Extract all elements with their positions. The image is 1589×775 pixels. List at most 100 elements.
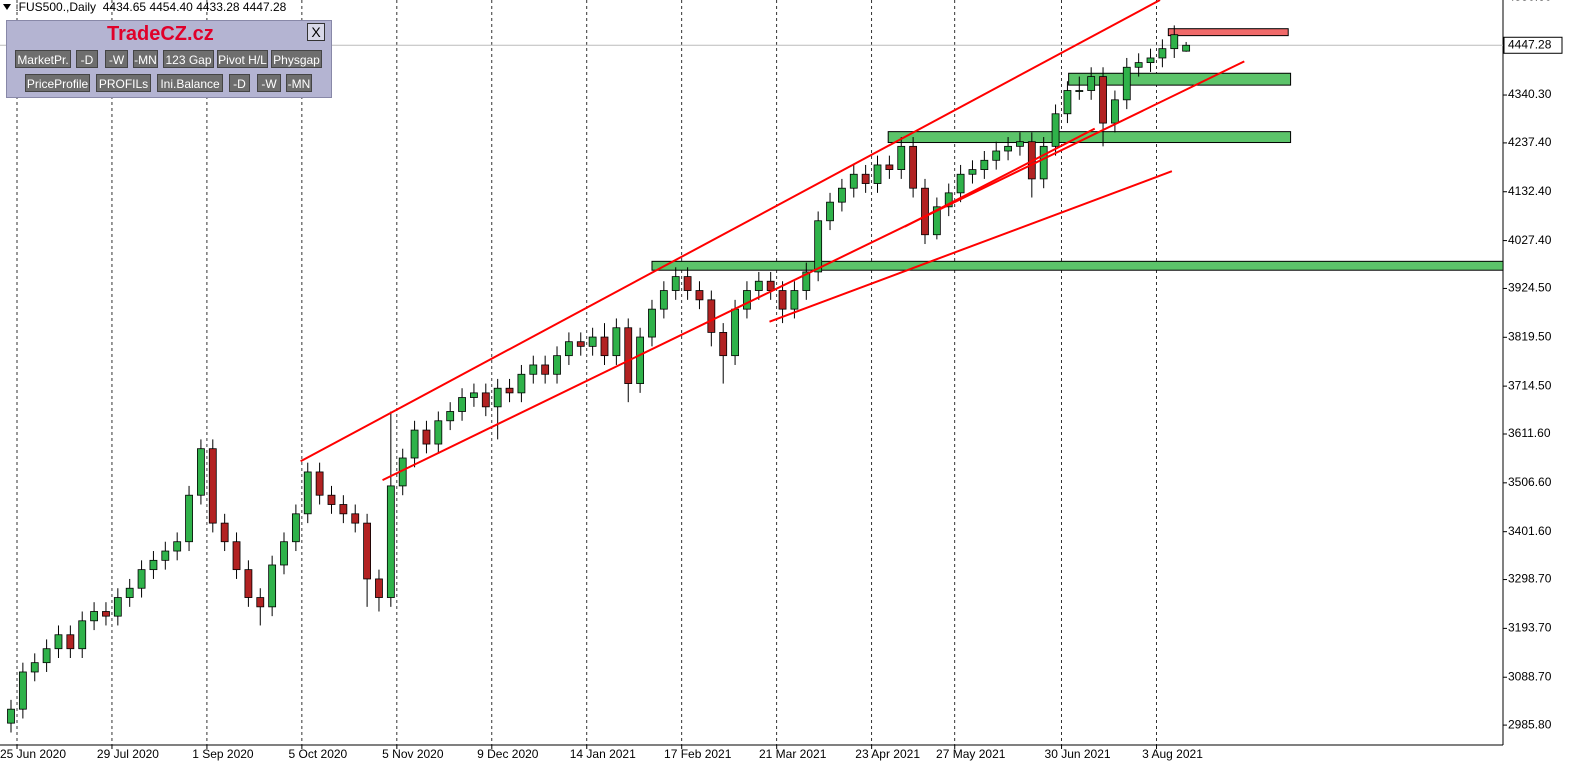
candle-body [1111,99,1119,124]
y-tick-label: 4340.30 [1508,87,1552,101]
x-tick-label: 21 Mar 2021 [759,747,827,761]
x-tick-label: 17 Feb 2021 [664,747,732,761]
candle-body [754,280,763,291]
candle-body [90,611,98,622]
candle-body [197,448,205,496]
candle-body [624,327,633,384]
candle-body [517,373,526,394]
candle-body [161,550,170,561]
candle-body [743,290,751,310]
candle-body [446,411,455,422]
y-tick-label: 3298.70 [1508,572,1552,586]
candle-body [66,634,75,650]
candle-body [1087,76,1096,91]
y-tick-label: 2985.80 [1508,717,1552,731]
tool-panel: TradeCZ.cz X MarketPr. -D -W -MN 123 Gap Pivo… [6,20,332,98]
panel-button[interactable]: -W [257,74,281,92]
candle-body [944,192,953,208]
candle-body [339,504,348,515]
candle-body [303,471,312,515]
candle-body [1122,66,1131,101]
panel-button[interactable]: 123 Gap [163,50,214,68]
candle-body [386,485,395,598]
candle-body [327,494,336,505]
x-tick-label: 30 Jun 2021 [1045,747,1111,761]
candle-body [1063,90,1072,115]
candle-body [861,173,870,184]
x-tick-label: 29 Jul 2020 [97,747,159,761]
candle-body [1158,48,1167,59]
candle-body [410,429,419,459]
candle-body [1051,113,1060,147]
ohlc: 4447.28 [242,0,287,14]
panel-button[interactable]: MarketPr. [15,50,71,68]
candle-body [636,336,645,384]
panel-button[interactable]: -D [76,50,98,68]
y-tick-label: 4237.40 [1508,135,1552,149]
x-tick-label: 1 Sep 2020 [192,747,254,761]
x-tick-label: 5 Oct 2020 [289,747,348,761]
panel-button[interactable]: -D [229,74,250,92]
candle-body [849,173,858,189]
x-tick-label: 25 Jun 2020 [0,747,66,761]
x-tick-label: 3 Aug 2021 [1142,747,1203,761]
panel-button[interactable]: Ini.Balance [157,74,223,92]
candle-body [208,448,217,524]
panel-button[interactable]: -MN [286,74,312,92]
candle-body [149,559,158,571]
candle-body [612,327,621,357]
price-label: 4447.28 [1508,37,1552,51]
candle-body [7,708,15,724]
candle-body [766,280,775,291]
candle-body [588,336,597,347]
candle-body [1039,145,1048,180]
x-tick-label: 9 Dec 2020 [477,747,539,761]
symbol: :FUS500.,Daily [15,0,97,14]
candle-body [256,597,265,608]
candle-body [932,206,941,236]
candle-body [422,429,431,445]
candle-body [529,364,538,375]
candle-body [505,387,514,394]
panel-button[interactable]: -MN [133,50,158,68]
y-tick-label: 3193.70 [1508,621,1552,635]
y-tick-label: 4550.60 [1508,0,1552,3]
candle-body [185,494,193,543]
y-tick-label: 3714.50 [1508,378,1552,392]
panel-button[interactable]: PriceProfile [25,74,90,92]
candle-body [541,364,550,375]
candle-body [873,164,882,184]
panel-button[interactable]: -W [105,50,128,68]
ohlc: 4433.28 [196,0,240,14]
panel-button[interactable]: Physgap [271,50,322,68]
candle-body [470,392,478,398]
y-tick-label: 3611.60 [1508,426,1551,440]
trendline [904,127,1096,228]
candle-body [1146,57,1155,64]
candle-body [695,290,704,301]
candle-body [885,164,894,170]
close-button[interactable]: X [307,23,325,41]
candle-body [232,541,241,571]
candle-body [659,290,668,310]
candle-body [78,620,87,650]
candle-body [173,541,182,552]
candle-body [564,341,573,357]
candle-body [956,173,965,194]
zone [651,260,1504,271]
panel-button[interactable]: PROFILs [96,74,151,92]
panel-button[interactable]: Pivot H/L [217,50,268,68]
candle-body [493,387,502,408]
candle-body [30,662,39,673]
candle-body [375,578,383,598]
candle-body [1099,76,1107,124]
candle-body [600,336,609,357]
candle-body [707,299,716,333]
candle-body [838,187,846,203]
candle-body [113,597,122,617]
x-tick-label: 27 May 2021 [936,747,1006,761]
candle-body [731,308,739,357]
y-tick-label: 4132.40 [1508,184,1552,198]
price-label-box [1503,36,1563,54]
candle-body [980,159,989,170]
